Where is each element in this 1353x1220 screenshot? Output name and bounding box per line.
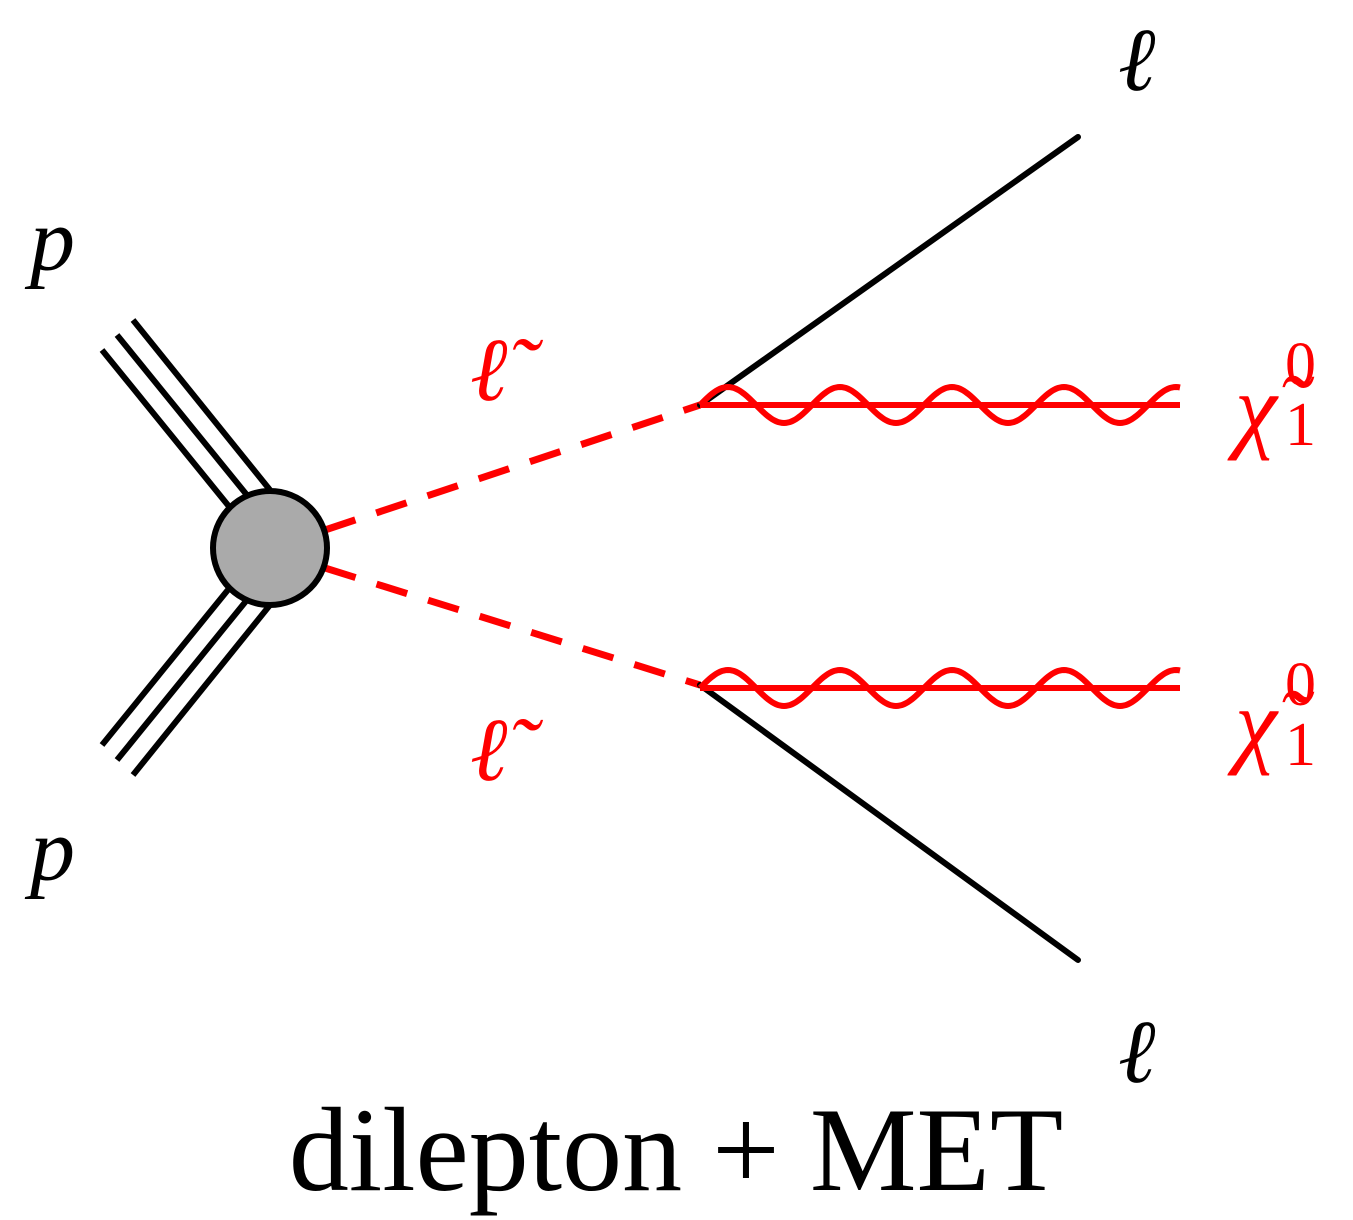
feynman-diagram: p p ℓ̃ ℓ̃ ℓ ℓ χ̃01 χ̃01 dilepton + MET [0, 0, 1353, 1220]
slepton-label: ℓ̃ [470, 321, 543, 420]
neutralino-subscript: 1 [1285, 711, 1316, 779]
lepton-label: ℓ [1118, 11, 1156, 110]
proton-label: p [24, 801, 75, 900]
slepton-label: ℓ̃ [470, 701, 543, 800]
proton-label: p [24, 191, 75, 290]
neutralino-lines [700, 387, 1180, 706]
slepton-lines [325, 405, 700, 685]
lepton-lines [700, 137, 1078, 960]
neutralino-subscript: 1 [1285, 391, 1316, 459]
lepton-label: ℓ [1118, 1003, 1156, 1102]
neutralino-superscript: 0 [1285, 331, 1316, 399]
caption: dilepton + MET [289, 1083, 1063, 1216]
neutralino-superscript: 0 [1285, 651, 1316, 719]
interaction-blob [213, 491, 327, 605]
